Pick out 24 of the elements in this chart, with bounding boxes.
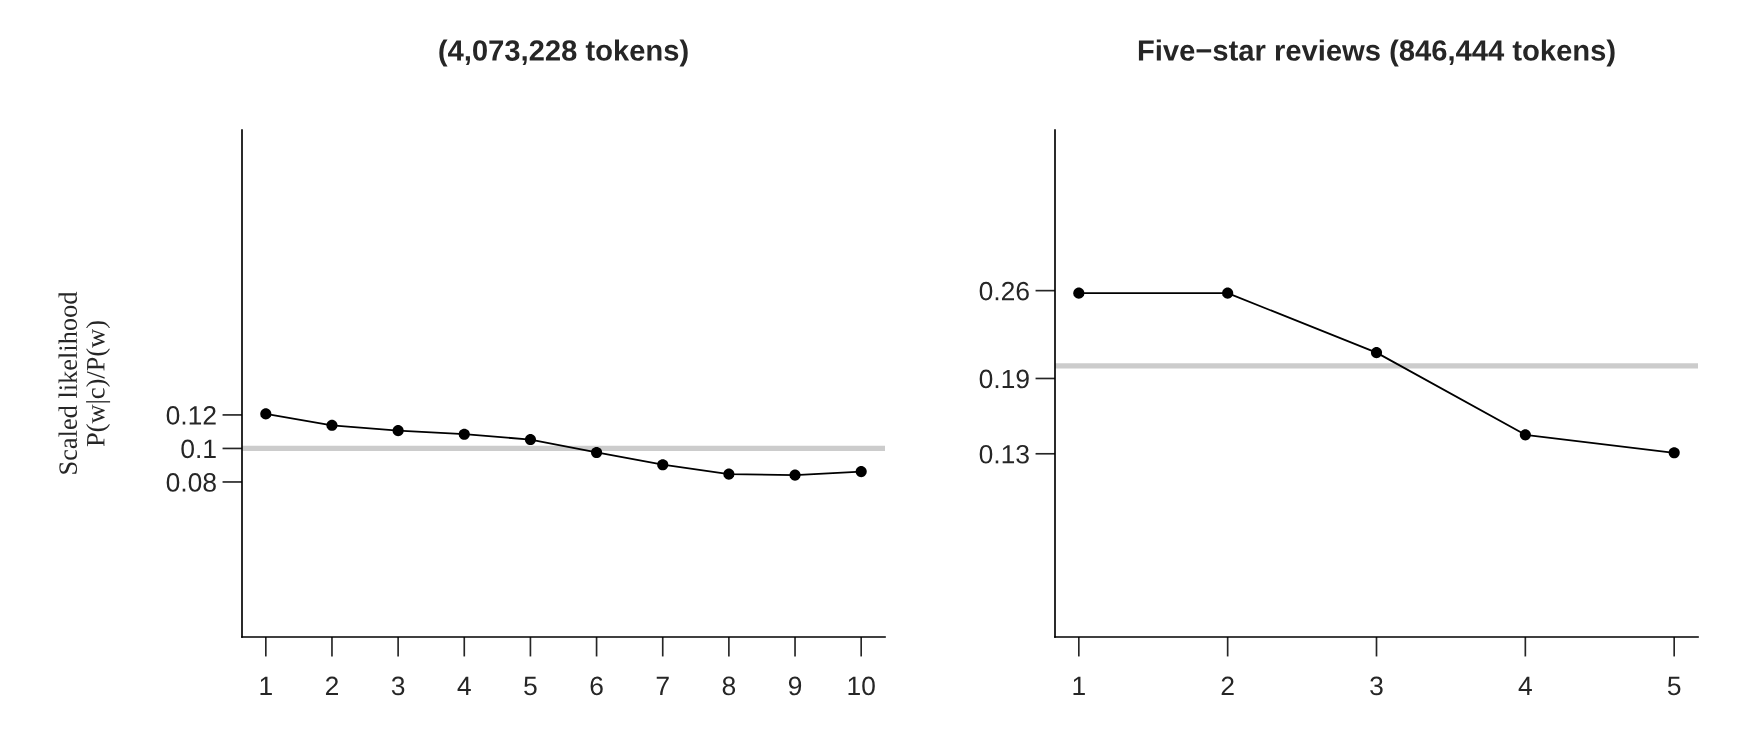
x-tick-label: 4 [457, 676, 471, 696]
x-tick-label: 1 [1073, 676, 1085, 696]
x-tick-label: 10 [848, 676, 875, 696]
x-tick-label: 1 [260, 676, 272, 696]
x-tick-label: 4 [1518, 676, 1532, 696]
chart-title: (4,073,228 tokens) [439, 39, 688, 67]
x-tick-label: 3 [391, 676, 405, 696]
x-tick-label: 5 [1667, 676, 1681, 696]
y-tick-label: 0.19 [979, 369, 1029, 389]
y-tick-label: 0.13 [979, 444, 1029, 464]
x-tick-label: 2 [325, 676, 338, 696]
x-tick-label: 6 [590, 676, 603, 696]
y-tick-label: 0.08 [166, 473, 216, 492]
chart-title: Five−star reviews (846,444 tokens) [1138, 39, 1615, 67]
y-tick-label: 0.1 [181, 439, 216, 459]
x-tick-label: 3 [1370, 676, 1383, 696]
x-tick-label: 8 [722, 676, 736, 696]
x-tick-label: 7 [656, 676, 669, 696]
y-tick-label: 0.12 [166, 406, 216, 425]
x-tick-label: 9 [788, 676, 802, 696]
x-tick-label: 2 [1221, 676, 1234, 696]
y-tick-label: 0.26 [979, 281, 1029, 301]
y-axis-title: Scaled likelihood P(w|c)/P(w) [58, 291, 111, 474]
x-tick-label: 5 [524, 676, 537, 696]
